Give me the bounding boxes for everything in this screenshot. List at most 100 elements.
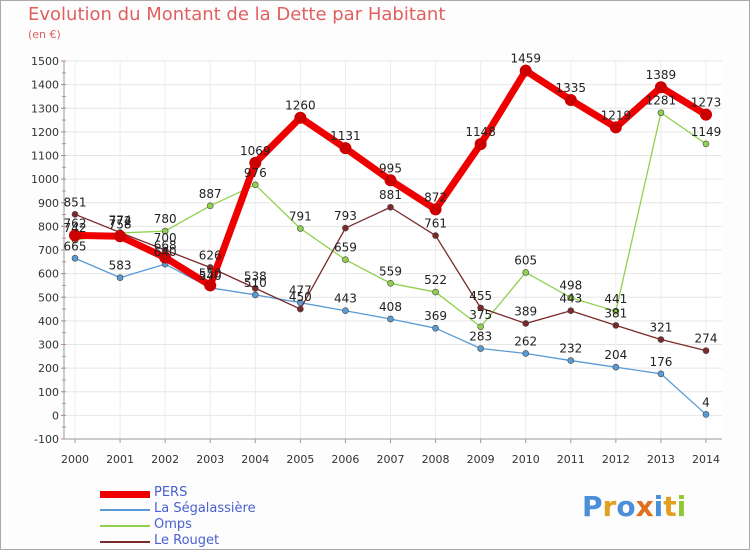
y-tick-label: 1100 — [31, 150, 59, 163]
data-label: 1273 — [691, 96, 722, 110]
data-label: 976 — [244, 166, 267, 180]
data-point — [432, 232, 439, 239]
data-point — [339, 142, 352, 155]
legend-item: PERS — [100, 485, 300, 502]
data-label: 640 — [154, 245, 177, 259]
data-label: 1219 — [601, 108, 632, 122]
x-tick-label: 2003 — [196, 453, 224, 466]
y-tick-label: 0 — [52, 409, 59, 422]
legend-label: PERS — [154, 485, 188, 500]
data-label: 176 — [649, 355, 672, 369]
data-label: 408 — [379, 300, 402, 314]
data-label: 321 — [649, 321, 672, 335]
data-label: 369 — [424, 309, 447, 323]
data-point — [432, 324, 439, 332]
x-tick-label: 2004 — [241, 453, 269, 466]
x-tick-label: 2010 — [512, 453, 540, 466]
legend-item: Omps — [100, 517, 300, 534]
data-point — [342, 256, 349, 263]
legend-label: La Ségalassière — [154, 501, 256, 516]
data-point — [522, 320, 530, 327]
data-label: 204 — [604, 348, 627, 362]
data-point — [297, 225, 304, 232]
data-point — [522, 269, 530, 276]
data-point — [519, 64, 532, 77]
data-label: 283 — [469, 330, 492, 344]
data-point — [477, 323, 484, 331]
data-point — [432, 288, 439, 296]
legend-label: Le Rouget — [154, 533, 220, 548]
data-point — [251, 284, 259, 292]
data-label: 774 — [109, 214, 132, 228]
y-tick-label: 100 — [38, 386, 59, 399]
y-tick-label: 1400 — [31, 79, 59, 92]
data-point — [657, 336, 665, 343]
data-point — [474, 138, 487, 151]
data-label: 274 — [695, 332, 718, 346]
data-point — [612, 322, 620, 329]
data-point — [161, 227, 169, 235]
x-tick-label: 2009 — [467, 453, 495, 466]
y-tick-label: 400 — [38, 315, 59, 328]
data-point — [159, 251, 172, 264]
legend-item: La Ségalassière — [100, 501, 300, 518]
legend-swatch — [100, 541, 150, 543]
data-point — [477, 304, 484, 312]
data-label: 583 — [109, 259, 132, 273]
data-point — [71, 211, 79, 218]
x-tick-label: 2007 — [377, 453, 405, 466]
data-label: 791 — [289, 210, 312, 224]
data-label: 1260 — [285, 99, 316, 113]
x-tick-label: 2014 — [692, 453, 720, 466]
data-label: 443 — [334, 292, 357, 306]
y-tick-label: 200 — [38, 362, 59, 375]
x-tick-label: 2001 — [106, 453, 134, 466]
y-tick-label: 1500 — [31, 55, 59, 68]
data-label: 1335 — [556, 81, 587, 95]
data-point — [429, 203, 442, 216]
data-label: 1389 — [646, 68, 677, 82]
y-tick-label: 1300 — [31, 102, 59, 115]
data-label: 887 — [199, 187, 222, 201]
data-label: 668 — [154, 239, 177, 253]
x-tick-label: 2012 — [602, 453, 630, 466]
chart-title: Evolution du Montant de la Dette par Hab… — [28, 4, 446, 25]
data-label: 510 — [244, 276, 267, 290]
data-label: 262 — [514, 334, 537, 348]
data-label: 762 — [64, 216, 87, 230]
data-point — [387, 203, 394, 211]
data-label: 381 — [604, 306, 627, 320]
x-tick-label: 2005 — [286, 453, 314, 466]
legend-swatch — [100, 490, 150, 498]
data-label: 375 — [469, 308, 492, 322]
data-point — [567, 294, 575, 302]
x-tick-label: 2000 — [61, 453, 89, 466]
y-unit-label: (en €) — [28, 28, 61, 41]
data-label: 522 — [424, 273, 447, 287]
data-point — [477, 345, 484, 352]
data-label: 758 — [109, 217, 132, 231]
y-tick-label: -100 — [34, 433, 59, 446]
data-point — [612, 307, 620, 315]
data-point — [700, 108, 712, 121]
y-tick-label: 700 — [38, 244, 59, 257]
data-label: 605 — [514, 253, 537, 267]
legend-item: Le Rouget — [100, 533, 300, 550]
data-point — [342, 307, 349, 315]
data-label: 872 — [424, 190, 447, 204]
data-point — [251, 291, 259, 299]
data-point — [564, 93, 577, 106]
data-label: 389 — [514, 304, 537, 318]
y-tick-label: 500 — [38, 291, 59, 304]
data-label: 1131 — [330, 129, 361, 143]
data-point — [249, 156, 262, 169]
data-point — [654, 81, 667, 94]
x-tick-label: 2002 — [151, 453, 179, 466]
data-point — [567, 307, 575, 315]
data-label: 772 — [109, 214, 132, 228]
data-label: 540 — [199, 269, 222, 283]
data-label: 4 — [702, 395, 710, 409]
legend-label: Omps — [154, 517, 192, 532]
legend-swatch — [100, 525, 150, 527]
data-point — [702, 140, 710, 148]
